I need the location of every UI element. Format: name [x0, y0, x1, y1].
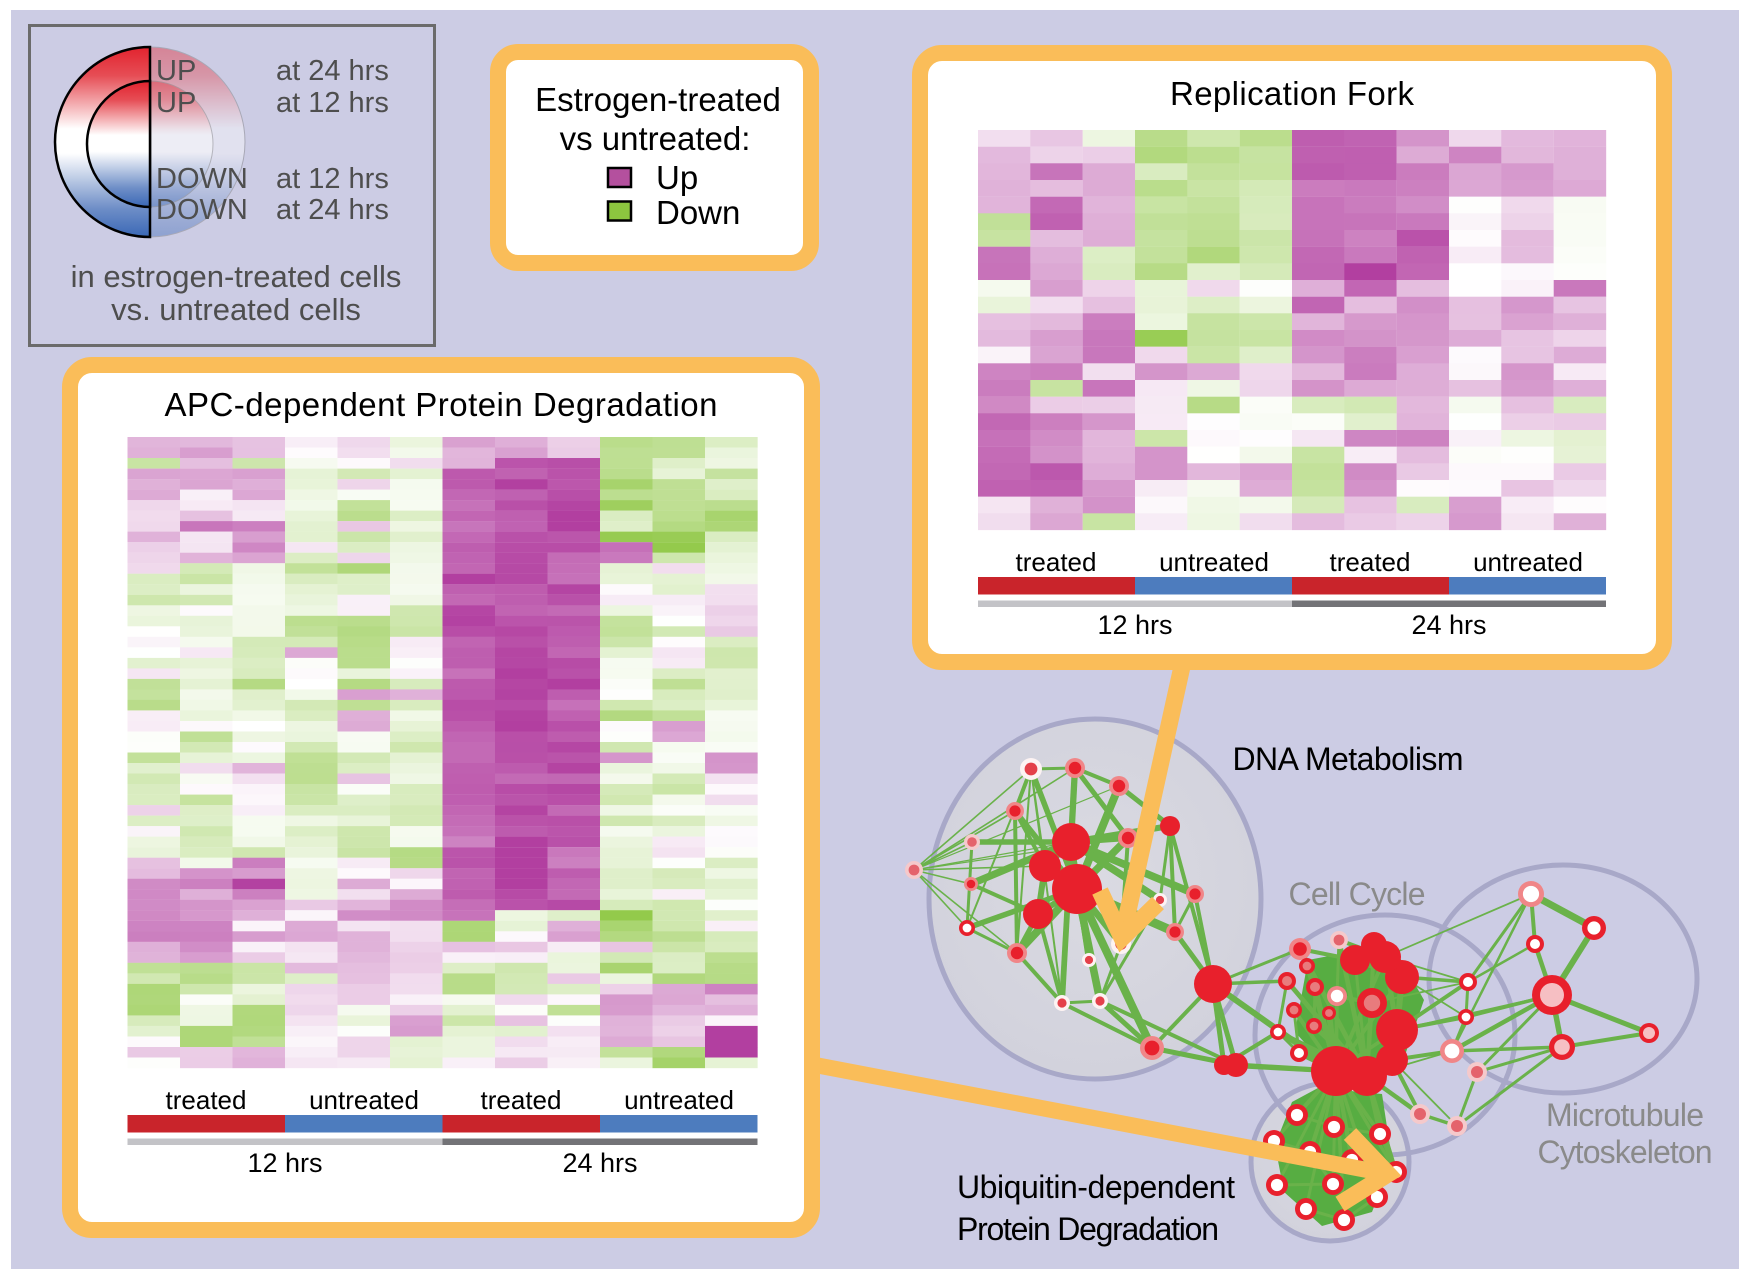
svg-text:Ubiquitin-dependent: Ubiquitin-dependent — [957, 1169, 1235, 1205]
svg-text:Protein Degradation: Protein Degradation — [957, 1211, 1219, 1247]
svg-text:Estrogen-treated: Estrogen-treated — [535, 81, 781, 118]
svg-text:untreated: untreated — [309, 1085, 419, 1115]
svg-text:Replication Fork: Replication Fork — [1170, 75, 1415, 112]
svg-text:DNA Metabolism: DNA Metabolism — [1233, 741, 1464, 777]
svg-text:Up: Up — [656, 159, 698, 196]
svg-text:UP: UP — [156, 87, 196, 119]
svg-text:in estrogen-treated cells: in estrogen-treated cells — [71, 259, 402, 294]
svg-text:12 hrs: 12 hrs — [247, 1148, 322, 1178]
svg-text:vs untreated:: vs untreated: — [560, 120, 751, 157]
svg-text:treated: treated — [1016, 547, 1097, 577]
svg-text:DOWN: DOWN — [156, 194, 248, 226]
svg-text:24 hrs: 24 hrs — [562, 1148, 637, 1178]
svg-text:at 12 hrs: at 12 hrs — [276, 87, 389, 119]
svg-text:12 hrs: 12 hrs — [1097, 610, 1172, 640]
svg-text:treated: treated — [481, 1085, 562, 1115]
svg-text:Microtubule: Microtubule — [1546, 1097, 1704, 1133]
svg-text:Down: Down — [656, 194, 740, 231]
svg-text:DOWN: DOWN — [156, 163, 248, 195]
svg-text:APC-dependent Protein Degradat: APC-dependent Protein Degradation — [165, 386, 718, 423]
svg-text:treated: treated — [166, 1085, 247, 1115]
svg-text:Cytoskeleton: Cytoskeleton — [1538, 1134, 1713, 1170]
svg-text:vs. untreated cells: vs. untreated cells — [111, 292, 361, 327]
svg-text:at 24 hrs: at 24 hrs — [276, 194, 389, 226]
svg-text:at 24 hrs: at 24 hrs — [276, 55, 389, 87]
svg-text:24 hrs: 24 hrs — [1411, 610, 1486, 640]
svg-text:at 12 hrs: at 12 hrs — [276, 163, 389, 195]
svg-text:treated: treated — [1330, 547, 1411, 577]
svg-text:untreated: untreated — [1473, 547, 1583, 577]
svg-text:untreated: untreated — [624, 1085, 734, 1115]
svg-text:untreated: untreated — [1159, 547, 1269, 577]
svg-text:Cell Cycle: Cell Cycle — [1289, 876, 1426, 912]
svg-text:UP: UP — [156, 55, 196, 87]
